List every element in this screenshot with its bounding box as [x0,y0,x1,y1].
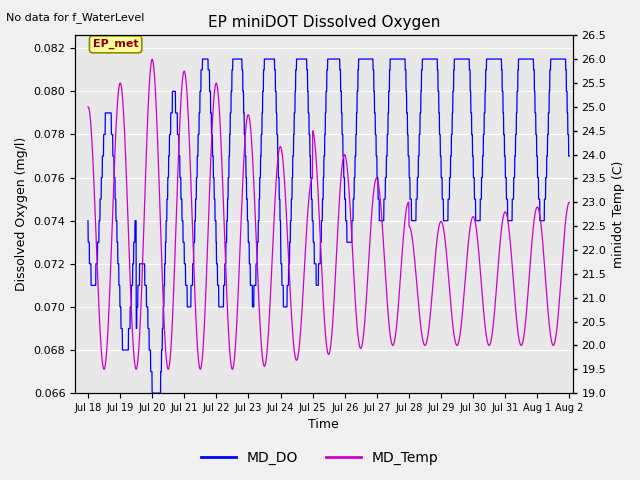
MD_Temp [566,199,573,205]
MD_Temp [237,237,244,242]
MD_DO [559,56,566,62]
MD_Temp [500,210,508,216]
MD_Temp [559,250,566,256]
Line: MD_DO: MD_DO [88,59,570,393]
MD_DO [198,56,206,62]
MD_DO [148,390,156,396]
MD_DO [132,218,140,224]
MD_DO [237,56,244,62]
MD_DO [566,153,573,159]
Legend: MD_DO, MD_Temp: MD_DO, MD_Temp [196,445,444,471]
MD_Temp [358,345,365,350]
Y-axis label: minidot Temp (C): minidot Temp (C) [612,160,625,268]
MD_DO [474,218,481,224]
MD_Temp [148,56,156,62]
MD_Temp [84,104,92,110]
MD_DO [358,56,365,62]
Line: MD_Temp: MD_Temp [88,59,570,369]
Title: EP miniDOT Dissolved Oxygen: EP miniDOT Dissolved Oxygen [207,15,440,30]
MD_DO [84,218,92,224]
MD_Temp [474,235,481,240]
Text: EP_met: EP_met [93,39,138,49]
X-axis label: Time: Time [308,419,339,432]
Text: No data for f_WaterLevel: No data for f_WaterLevel [6,12,145,23]
MD_Temp [228,366,236,372]
MD_DO [500,153,508,159]
Y-axis label: Dissolved Oxygen (mg/l): Dissolved Oxygen (mg/l) [15,137,28,291]
MD_Temp [132,366,140,372]
